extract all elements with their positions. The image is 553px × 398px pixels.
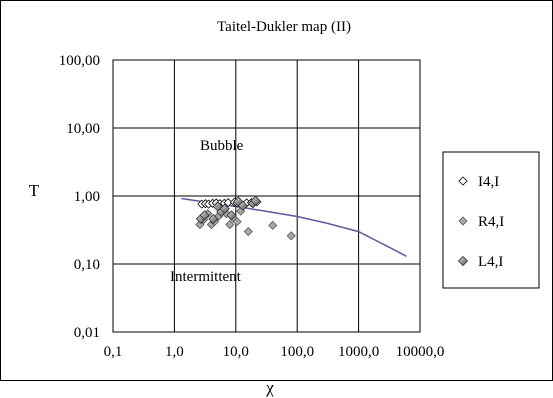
x-tick-label: 10000,0 [396,344,445,360]
legend-label-i4: I4,I [478,174,499,190]
region-label-intermittent: Intermittent [170,269,242,285]
x-tick-label: 100,0 [280,344,314,360]
data-point-series-3 [237,200,248,211]
y-tick-label: 1,00 [74,189,100,205]
legend-box [442,151,540,289]
data-point-series-3 [226,210,237,221]
legend-label-l4: L4,I [478,254,503,270]
legend: I4,I R4,I L4,I [442,151,540,289]
data-point-series-2 [268,220,278,230]
y-tick-labels: 0,01 0,10 1,00 10,00 100,00 [59,53,100,341]
data-points [195,195,296,241]
data-point-series-3 [199,210,210,221]
y-tick-label: 0,01 [74,325,100,341]
x-tick-label: 10,0 [223,344,249,360]
legend-marker-series-2 [458,216,468,226]
x-tick-label: 1000,0 [338,344,379,360]
x-tick-label: 0,1 [104,344,123,360]
data-point-series-2 [225,220,235,230]
data-point-series-3 [219,203,230,214]
data-point-series-2 [243,226,253,237]
y-axis-label: T [29,181,40,200]
chart-title: Taitel-Dukler map (II) [217,19,351,35]
data-point-series-2 [286,231,296,241]
legend-label-r4: R4,I [478,214,504,230]
x-tick-label: 1,0 [165,344,184,360]
legend-marker-series-3 [457,255,469,267]
region-label-bubble: Bubble [200,138,244,154]
y-tick-label: 10,00 [66,121,100,137]
legend-marker-series-1 [458,176,468,186]
y-tick-label: 0,10 [74,257,100,273]
data-point-series-3 [208,213,219,224]
data-point-series-1 [223,198,233,208]
y-tick-label: 100,00 [59,53,100,69]
data-point-series-2 [232,217,242,227]
x-tick-labels: 0,1 1,0 10,0 100,0 1000,0 10000,0 [104,344,445,360]
grid-lines [113,60,420,332]
data-point-series-3 [250,195,261,206]
x-axis-label: χ [265,378,274,397]
